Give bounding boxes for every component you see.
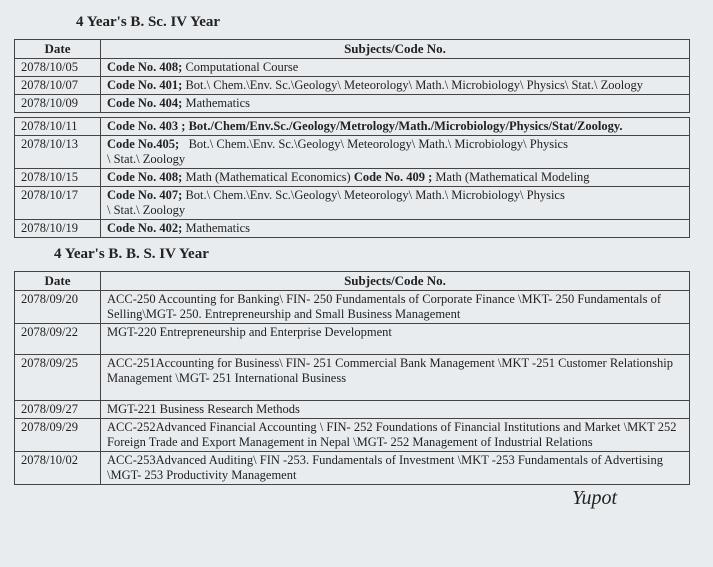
- table-row: 2078/09/27 MGT-221 Business Research Met…: [15, 401, 690, 419]
- code-label: Code No. 407;: [107, 188, 182, 202]
- subj-text: Math (Mathematical Modeling: [432, 170, 589, 184]
- table-row: 2078/10/07 Code No. 401; Bot.\ Chem.\Env…: [15, 77, 690, 95]
- table-row: 2078/10/05 Code No. 408; Computational C…: [15, 59, 690, 77]
- table-row: 2078/09/20 ACC-250 Accounting for Bankin…: [15, 291, 690, 324]
- cell-date: 2078/09/22: [15, 324, 101, 355]
- code-label: Code No. 402;: [107, 221, 182, 235]
- code-label: Code No. 403 ;: [107, 119, 185, 133]
- table-row: 2078/10/19 Code No. 402; Mathematics: [15, 220, 690, 238]
- cell-subj: ACC-250 Accounting for Banking\ FIN- 250…: [101, 291, 690, 324]
- cell-date: 2078/09/25: [15, 355, 101, 401]
- cell-subj: Code No.405; Bot.\ Chem.\Env. Sc.\Geolog…: [101, 136, 690, 169]
- schedule-table-1b: 2078/10/11 Code No. 403 ; Bot./Chem/Env.…: [14, 117, 690, 238]
- table-row: 2078/10/15 Code No. 408; Math (Mathemati…: [15, 169, 690, 187]
- cell-subj: ACC-253Advanced Auditing\ FIN -253. Fund…: [101, 452, 690, 485]
- col-subj-header: Subjects/Code No.: [101, 272, 690, 291]
- section2-title: 4 Year's B. B. S. IV Year: [54, 246, 697, 263]
- col-date-header: Date: [15, 40, 101, 59]
- cell-date: 2078/10/02: [15, 452, 101, 485]
- cell-subj: MGT-221 Business Research Methods: [101, 401, 690, 419]
- table-row: 2078/09/22 MGT-220 Entrepreneurship and …: [15, 324, 690, 355]
- subj-text: Mathematics: [182, 96, 250, 110]
- cell-subj: ACC-251Accounting for Business\ FIN- 251…: [101, 355, 690, 401]
- cell-subj: Code No. 408; Math (Mathematical Economi…: [101, 169, 690, 187]
- table-row: 2078/10/13 Code No.405; Bot.\ Chem.\Env.…: [15, 136, 690, 169]
- code-label: Code No. 401;: [107, 78, 182, 92]
- cell-subj: Code No. 401; Bot.\ Chem.\Env. Sc.\Geolo…: [101, 77, 690, 95]
- schedule-table-2: Date Subjects/Code No. 2078/09/20 ACC-25…: [14, 271, 690, 485]
- cell-subj: ACC-252Advanced Financial Accounting \ F…: [101, 419, 690, 452]
- subj-text: Bot.\ Chem.\Env. Sc.\Geology\ Meteorolog…: [182, 78, 643, 92]
- code-label: Code No. 408;: [107, 60, 182, 74]
- subj-text: Mathematics: [182, 221, 250, 235]
- cell-date: 2078/10/07: [15, 77, 101, 95]
- cell-subj: Code No. 404; Mathematics: [101, 95, 690, 113]
- cell-date: 2078/10/19: [15, 220, 101, 238]
- cell-date: 2078/10/09: [15, 95, 101, 113]
- table-row: 2078/09/29 ACC-252Advanced Financial Acc…: [15, 419, 690, 452]
- cell-subj: Code No. 408; Computational Course: [101, 59, 690, 77]
- table-row: 2078/09/25 ACC-251Accounting for Busines…: [15, 355, 690, 401]
- col-date-header: Date: [15, 272, 101, 291]
- cell-subj: Code No. 402; Mathematics: [101, 220, 690, 238]
- cell-date: 2078/10/15: [15, 169, 101, 187]
- subj-text: Math (Mathematical Economics): [182, 170, 353, 184]
- cell-subj: Code No. 407; Bot.\ Chem.\Env. Sc.\Geolo…: [101, 187, 690, 220]
- section1-title: 4 Year's B. Sc. IV Year: [76, 14, 697, 31]
- table-row: 2078/10/02 ACC-253Advanced Auditing\ FIN…: [15, 452, 690, 485]
- subj-text: Computational Course: [182, 60, 298, 74]
- cell-date: 2078/09/27: [15, 401, 101, 419]
- table-row: 2078/10/09 Code No. 404; Mathematics: [15, 95, 690, 113]
- signature: Yupot: [8, 487, 697, 510]
- cell-subj: Code No. 403 ; Bot./Chem/Env.Sc./Geology…: [101, 118, 690, 136]
- code-label: Code No.405;: [107, 137, 179, 151]
- code-label: Code No. 408;: [107, 170, 182, 184]
- schedule-table-1: Date Subjects/Code No. 2078/10/05 Code N…: [14, 39, 690, 113]
- cell-date: 2078/10/05: [15, 59, 101, 77]
- cell-date: 2078/09/29: [15, 419, 101, 452]
- col-subj-header: Subjects/Code No.: [101, 40, 690, 59]
- cell-subj: MGT-220 Entrepreneurship and Enterprise …: [101, 324, 690, 355]
- table-row: 2078/10/11 Code No. 403 ; Bot./Chem/Env.…: [15, 118, 690, 136]
- cell-date: 2078/09/20: [15, 291, 101, 324]
- subj-text: Bot./Chem/Env.Sc./Geology/Metrology/Math…: [185, 119, 622, 133]
- cell-date: 2078/10/13: [15, 136, 101, 169]
- cell-date: 2078/10/11: [15, 118, 101, 136]
- table-row: 2078/10/17 Code No. 407; Bot.\ Chem.\Env…: [15, 187, 690, 220]
- cell-date: 2078/10/17: [15, 187, 101, 220]
- code-label: Code No. 404;: [107, 96, 182, 110]
- code-label: Code No. 409 ;: [354, 170, 432, 184]
